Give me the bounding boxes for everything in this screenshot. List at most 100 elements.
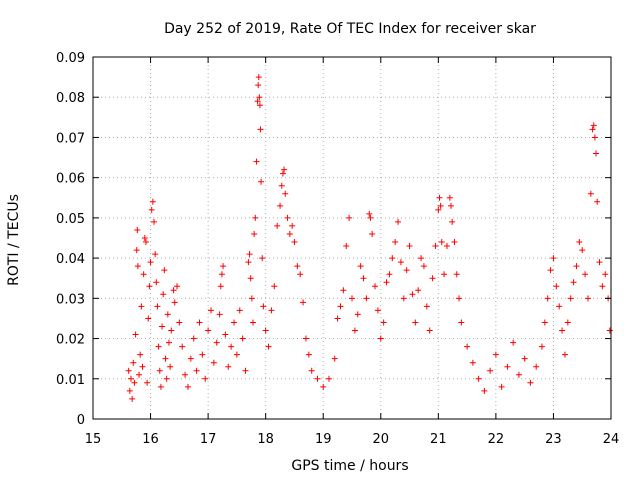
- data-point: [334, 315, 341, 322]
- data-marks: [125, 74, 613, 402]
- data-point: [134, 263, 141, 270]
- data-point: [153, 279, 160, 286]
- data-point: [456, 295, 463, 302]
- data-point: [222, 331, 229, 338]
- data-point: [420, 263, 427, 270]
- data-point: [279, 170, 286, 177]
- data-point: [589, 126, 596, 133]
- data-point: [406, 243, 413, 250]
- data-point: [262, 327, 269, 334]
- data-point: [207, 307, 214, 314]
- data-point: [196, 319, 203, 326]
- data-point: [582, 271, 589, 278]
- data-point: [337, 303, 344, 310]
- data-point: [346, 214, 353, 221]
- data-point: [492, 351, 499, 358]
- data-point: [367, 214, 374, 221]
- data-point: [167, 363, 174, 370]
- chart-title: Day 252 of 2019, Rate Of TEC Index for r…: [164, 21, 536, 37]
- data-point: [469, 359, 476, 366]
- data-point: [255, 82, 262, 89]
- data-point: [152, 251, 159, 258]
- data-point: [137, 351, 144, 358]
- data-point: [256, 102, 263, 109]
- data-point: [248, 295, 255, 302]
- data-point: [447, 202, 454, 209]
- y-tick-label: 0.09: [56, 51, 85, 66]
- data-point: [225, 363, 232, 370]
- data-point: [210, 359, 217, 366]
- data-point: [464, 343, 471, 350]
- data-point: [174, 283, 181, 290]
- data-point: [154, 303, 161, 310]
- data-point: [564, 319, 571, 326]
- data-point: [325, 375, 332, 382]
- x-tick-label: 21: [430, 432, 447, 447]
- data-point: [250, 319, 257, 326]
- x-tick-labels: 15 16 17 18 19 20 21 22 23 24: [85, 432, 620, 447]
- y-tick-label: 0.07: [56, 131, 85, 146]
- data-point: [383, 279, 390, 286]
- data-point: [357, 263, 364, 270]
- data-point: [251, 230, 258, 237]
- data-point: [389, 255, 396, 262]
- data-point: [233, 351, 240, 358]
- data-point: [314, 375, 321, 382]
- data-point: [602, 271, 609, 278]
- data-point: [305, 351, 312, 358]
- data-point: [498, 383, 505, 390]
- data-point: [199, 351, 206, 358]
- data-point: [130, 359, 137, 366]
- data-point: [579, 247, 586, 254]
- plot-area-frame: [92, 56, 612, 420]
- data-point: [216, 311, 223, 318]
- data-point: [544, 295, 551, 302]
- data-point: [151, 218, 158, 225]
- data-point: [133, 247, 140, 254]
- data-point: [193, 367, 200, 374]
- data-point: [392, 239, 399, 246]
- data-point: [561, 351, 568, 358]
- data-point: [570, 279, 577, 286]
- x-tick-label: 22: [488, 432, 505, 447]
- data-point: [386, 271, 393, 278]
- data-point: [159, 323, 166, 330]
- data-point: [369, 230, 376, 237]
- data-point: [538, 343, 545, 350]
- y-tick-label: 0.06: [56, 172, 85, 187]
- data-point: [176, 319, 183, 326]
- data-point: [541, 319, 548, 326]
- data-point: [142, 239, 149, 246]
- data-point: [256, 94, 263, 101]
- data-point: [140, 271, 147, 278]
- data-point: [504, 363, 511, 370]
- data-point: [437, 202, 444, 209]
- data-point: [596, 259, 603, 266]
- data-point: [145, 315, 152, 322]
- data-point: [242, 367, 249, 374]
- data-point: [403, 267, 410, 274]
- data-point: [139, 363, 146, 370]
- data-point: [436, 194, 443, 201]
- data-point: [550, 255, 557, 262]
- data-point: [547, 267, 554, 274]
- y-tick-label: 0.04: [56, 252, 85, 267]
- data-point: [573, 263, 580, 270]
- data-point: [134, 226, 141, 233]
- axis-ticks: [92, 56, 612, 420]
- data-point: [599, 283, 606, 290]
- y-tick-label: 0.01: [56, 373, 85, 388]
- data-point: [252, 214, 259, 221]
- data-point: [161, 267, 168, 274]
- x-tick-label: 19: [315, 432, 332, 447]
- data-point: [236, 307, 243, 314]
- data-point: [475, 375, 482, 382]
- data-point: [168, 327, 175, 334]
- data-point: [377, 335, 384, 342]
- data-point: [567, 295, 574, 302]
- data-point: [372, 283, 379, 290]
- data-point: [340, 287, 347, 294]
- x-tick-label: 24: [603, 432, 620, 447]
- data-point: [308, 367, 315, 374]
